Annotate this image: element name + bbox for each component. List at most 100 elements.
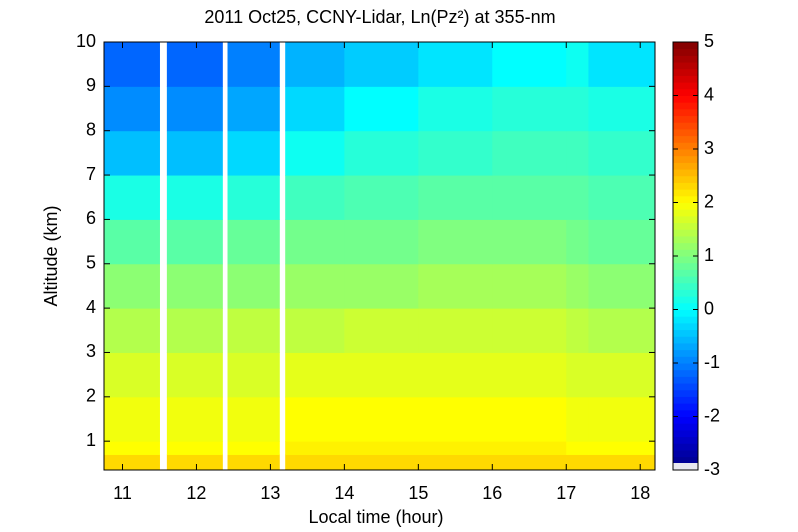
heatmap-cell [418, 175, 493, 220]
heatmap-cell [104, 219, 160, 265]
heatmap-cell [566, 396, 589, 442]
heatmap-cell [492, 130, 567, 176]
colorbar-segment [673, 282, 698, 290]
heatmap-cell [566, 454, 589, 471]
heatmap-cell [344, 175, 419, 220]
heatmap-cell [492, 454, 567, 471]
heatmap-cell [492, 175, 567, 220]
heatmap-cell [104, 86, 160, 132]
heatmap-cell [227, 396, 280, 442]
y-tick-label: 4 [86, 297, 96, 317]
heatmap-cell [227, 42, 280, 87]
heatmap-cell [344, 441, 419, 455]
heatmap-cell [418, 42, 493, 87]
colorbar-segment [673, 42, 698, 50]
colorbar-segment [673, 142, 698, 150]
colorbar-segment [673, 82, 698, 90]
colorbar-tick-label: -3 [704, 459, 720, 479]
colorbar-segment [673, 342, 698, 351]
heatmap-cell [588, 219, 656, 265]
colorbar-segment [673, 128, 698, 137]
colorbar-tick-label: -2 [704, 405, 720, 425]
colorbar-segment [673, 383, 698, 391]
heatmap-cell [166, 175, 223, 220]
heatmap-cell [344, 352, 419, 398]
colorbar-segment [673, 75, 698, 83]
heatmap-cell [104, 441, 160, 455]
heatmap-cell [285, 42, 345, 87]
heatmap-cell [588, 352, 656, 398]
y-tick-label: 2 [86, 386, 96, 406]
heatmap-cell [104, 130, 160, 176]
heatmap-cell [418, 441, 493, 455]
colorbar-segment [673, 242, 698, 250]
heatmap-cell [588, 86, 656, 132]
heatmap-cell [418, 130, 493, 176]
heatmap-cell [285, 454, 345, 471]
heatmap-cell [566, 42, 589, 87]
colorbar-segment [673, 349, 698, 357]
colorbar-segment [673, 256, 698, 264]
colorbar-segment [673, 55, 698, 63]
colorbar-tick-label: 1 [704, 245, 714, 265]
y-axis-label: Altitude (km) [41, 205, 61, 306]
y-tick-label: 7 [86, 164, 96, 184]
colorbar-segment [673, 175, 698, 183]
colorbar-tick-label: 4 [704, 84, 714, 104]
heatmap-cell [104, 263, 160, 309]
heatmap-cell [566, 86, 589, 132]
heatmap-cell [166, 441, 223, 455]
x-axis-label: Local time (hour) [308, 507, 443, 527]
colorbar-segment [673, 409, 698, 417]
heatmap-cell [418, 263, 493, 309]
chart-title: 2011 Oct25, CCNY-Lidar, Ln(Pz²) at 355-n… [204, 7, 555, 27]
heatmap-cell [104, 42, 160, 87]
heatmap-cell [492, 441, 567, 455]
y-tick-label: 6 [86, 208, 96, 228]
colorbar-segment [673, 169, 698, 177]
heatmap-cell [492, 86, 567, 132]
colorbar-segment [673, 316, 698, 324]
heatmap-cell [418, 86, 493, 132]
heatmap-cell [104, 175, 160, 220]
colorbar-segment [673, 135, 698, 143]
heatmap-cell [285, 441, 345, 455]
colorbar-segment [673, 229, 698, 237]
heatmap-cell [285, 175, 345, 220]
heatmap-cell [227, 454, 280, 471]
colorbar-segment [673, 423, 698, 431]
colorbar-segment [673, 222, 698, 230]
heatmap-cell [104, 352, 160, 398]
colorbar-segment [673, 88, 698, 96]
heatmap-cell [285, 263, 345, 309]
colorbar-segment [673, 276, 698, 284]
heatmap-cell [344, 219, 419, 265]
heatmap-cell [227, 263, 280, 309]
heatmap-cell [166, 219, 223, 265]
heatmap-cell [566, 352, 589, 398]
colorbar-segment [673, 436, 698, 444]
colorbar-segment [673, 262, 698, 270]
colorbar-segment [673, 149, 698, 157]
x-tick-label: 17 [556, 483, 576, 503]
colorbar-segment [673, 48, 698, 56]
heatmap-cell [492, 263, 567, 309]
colorbar-segment [673, 296, 698, 304]
heatmap-cell [166, 396, 223, 442]
colorbar-segment [673, 202, 698, 210]
colorbar-segment [673, 215, 698, 224]
colorbar-segment [673, 456, 698, 464]
heatmap-cell [588, 175, 656, 220]
colorbar-tick-label: 2 [704, 191, 714, 211]
colorbar-segment [673, 102, 698, 110]
heatmap-cell [492, 396, 567, 442]
colorbar-segment [673, 68, 698, 76]
colorbar-segment [673, 336, 698, 344]
heatmap-cell [285, 219, 345, 265]
heatmap-cell [566, 219, 589, 265]
colorbar-segment [673, 369, 698, 377]
heatmap-cell [166, 352, 223, 398]
x-tick-label: 13 [260, 483, 280, 503]
colorbar-segment [673, 443, 698, 451]
heatmap-cell [104, 454, 160, 471]
